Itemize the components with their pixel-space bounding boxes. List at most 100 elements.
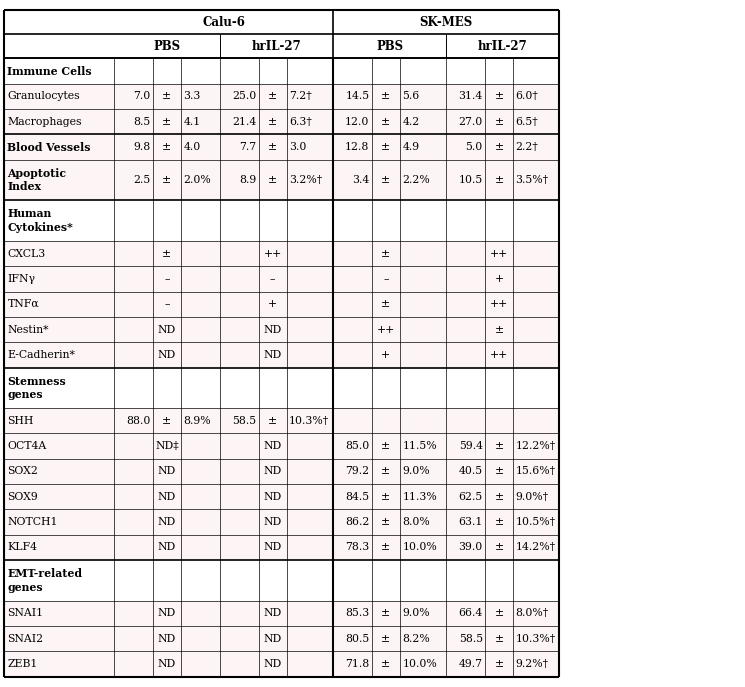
- Text: ND: ND: [264, 324, 282, 335]
- Text: ±: ±: [162, 91, 171, 102]
- Text: Nestin*: Nestin*: [7, 324, 49, 335]
- Text: ++: ++: [264, 249, 282, 258]
- Text: 8.9%: 8.9%: [183, 416, 211, 426]
- Text: ND: ND: [264, 466, 282, 477]
- Text: –: –: [164, 300, 170, 309]
- Text: 8.9: 8.9: [239, 175, 256, 185]
- Text: 66.4: 66.4: [458, 609, 483, 618]
- Text: ±: ±: [381, 543, 390, 552]
- Text: 8.0%: 8.0%: [402, 517, 430, 527]
- Text: ±: ±: [381, 633, 390, 644]
- Text: ND: ND: [158, 543, 176, 552]
- Text: 10.3%†: 10.3%†: [516, 633, 556, 644]
- Text: ZEB1: ZEB1: [7, 659, 38, 669]
- Text: ±: ±: [381, 609, 390, 618]
- Text: ND: ND: [264, 350, 282, 360]
- Text: 31.4: 31.4: [458, 91, 483, 102]
- Text: 85.3: 85.3: [345, 609, 370, 618]
- Text: ±: ±: [162, 416, 171, 426]
- Bar: [4, 267, 559, 291]
- Bar: [4, 342, 559, 368]
- Text: +: +: [495, 274, 504, 284]
- Text: ±: ±: [495, 659, 504, 669]
- Text: ++: ++: [377, 324, 395, 335]
- Text: Granulocytes: Granulocytes: [7, 91, 80, 102]
- Text: 21.4: 21.4: [232, 117, 256, 127]
- Bar: [4, 651, 559, 677]
- Text: 85.0: 85.0: [345, 441, 370, 451]
- Text: 11.5%: 11.5%: [402, 441, 437, 451]
- Text: 9.2%†: 9.2%†: [516, 659, 548, 669]
- Text: 3.4: 3.4: [352, 175, 370, 185]
- Text: ±: ±: [268, 117, 277, 127]
- Text: ++: ++: [490, 249, 508, 258]
- Bar: [4, 510, 559, 534]
- Text: 88.0: 88.0: [126, 416, 150, 426]
- Text: ±: ±: [162, 249, 171, 258]
- Text: 10.5: 10.5: [458, 175, 483, 185]
- Text: 12.0: 12.0: [345, 117, 370, 127]
- Text: +: +: [268, 300, 277, 309]
- Text: ±: ±: [495, 543, 504, 552]
- Bar: [4, 626, 559, 651]
- Text: 3.2%†: 3.2%†: [289, 175, 323, 185]
- Text: ND: ND: [158, 350, 176, 360]
- Text: 79.2: 79.2: [346, 466, 370, 477]
- Text: –: –: [270, 274, 276, 284]
- Text: 2.5: 2.5: [133, 175, 150, 185]
- Text: ±: ±: [495, 324, 504, 335]
- Text: Stemness
genes: Stemness genes: [7, 376, 66, 400]
- Text: SK-MES: SK-MES: [419, 16, 473, 29]
- Text: ±: ±: [495, 441, 504, 451]
- Text: 2.2†: 2.2†: [516, 142, 539, 152]
- Text: ±: ±: [495, 633, 504, 644]
- Text: ±: ±: [495, 609, 504, 618]
- Text: ++: ++: [490, 300, 508, 309]
- Text: ±: ±: [495, 492, 504, 502]
- Text: ±: ±: [381, 142, 390, 152]
- Text: PBS: PBS: [376, 40, 403, 53]
- Text: ND: ND: [264, 609, 282, 618]
- Text: ±: ±: [495, 175, 504, 185]
- Bar: [4, 160, 559, 201]
- Text: 8.0%†: 8.0%†: [516, 609, 549, 618]
- Text: ±: ±: [381, 659, 390, 669]
- Text: Blood Vessels: Blood Vessels: [7, 142, 91, 153]
- Text: +: +: [381, 350, 390, 360]
- Text: 62.5: 62.5: [458, 492, 483, 502]
- Text: ±: ±: [268, 416, 277, 426]
- Text: ±: ±: [381, 492, 390, 502]
- Text: CXCL3: CXCL3: [7, 249, 45, 258]
- Bar: [4, 600, 559, 626]
- Text: 3.3: 3.3: [183, 91, 200, 102]
- Text: PBS: PBS: [153, 40, 180, 53]
- Bar: [4, 201, 559, 241]
- Bar: [4, 459, 559, 484]
- Text: 4.9: 4.9: [402, 142, 419, 152]
- Bar: [4, 433, 559, 459]
- Text: 58.5: 58.5: [459, 633, 483, 644]
- Text: ±: ±: [162, 117, 171, 127]
- Text: ±: ±: [381, 175, 390, 185]
- Text: 25.0: 25.0: [232, 91, 256, 102]
- Text: 40.5: 40.5: [459, 466, 483, 477]
- Bar: [4, 368, 559, 408]
- Bar: [4, 560, 559, 600]
- Text: TNFα: TNFα: [7, 300, 39, 309]
- Text: EMT-related
genes: EMT-related genes: [7, 568, 83, 592]
- Text: SHH: SHH: [7, 416, 34, 426]
- Text: –: –: [164, 274, 170, 284]
- Text: ND: ND: [264, 517, 282, 527]
- Text: 10.3%†: 10.3%†: [289, 416, 329, 426]
- Text: ±: ±: [268, 175, 277, 185]
- Text: ND: ND: [158, 466, 176, 477]
- Text: ND: ND: [264, 659, 282, 669]
- Text: 2.2%: 2.2%: [402, 175, 430, 185]
- Text: ±: ±: [495, 142, 504, 152]
- Text: ND: ND: [158, 633, 176, 644]
- Text: 12.2%†: 12.2%†: [516, 441, 556, 451]
- Text: ND‡: ND‡: [155, 441, 179, 451]
- Text: 7.0: 7.0: [133, 91, 150, 102]
- Text: 6.3†: 6.3†: [289, 117, 312, 127]
- Text: 4.1: 4.1: [183, 117, 200, 127]
